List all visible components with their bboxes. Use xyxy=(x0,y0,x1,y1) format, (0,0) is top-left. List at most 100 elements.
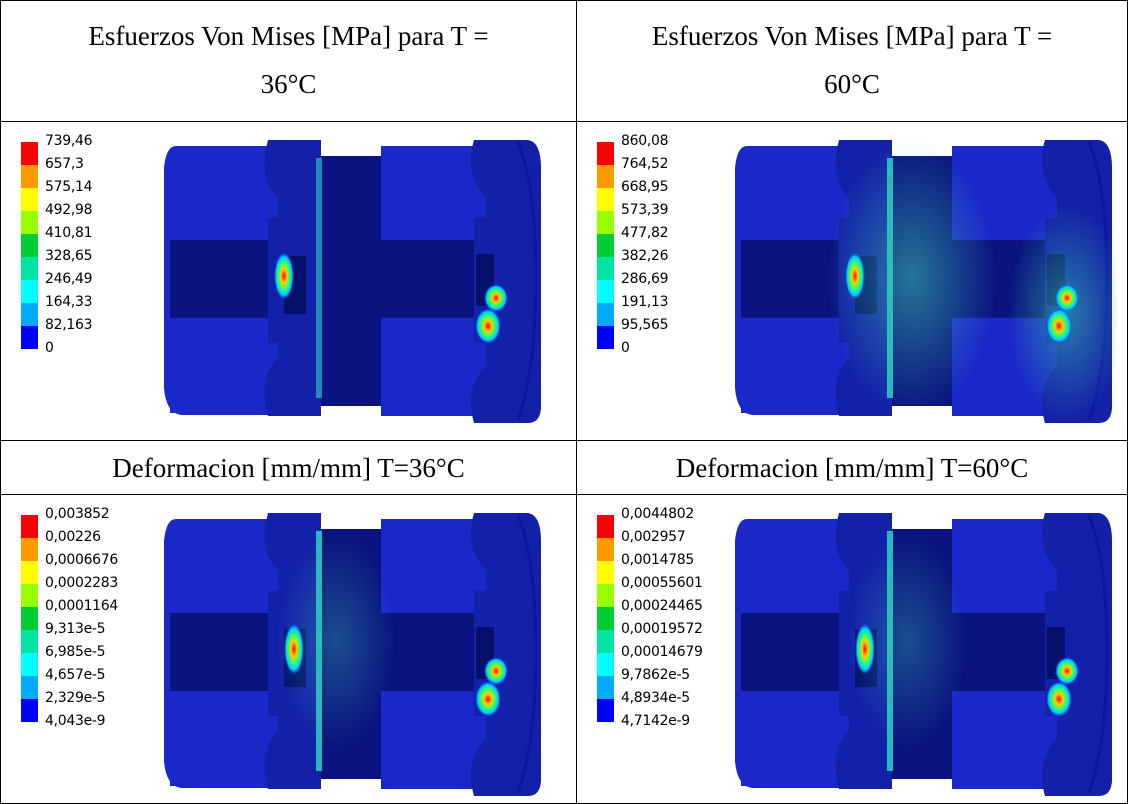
legend-label: 6,985e-5 xyxy=(45,644,106,660)
contour-plot-render xyxy=(735,138,1117,423)
legend-label: 0,00014679 xyxy=(621,644,703,660)
legend-label: 0,00024465 xyxy=(621,598,703,614)
legend-swatch xyxy=(597,142,614,165)
stress-hotspot xyxy=(484,284,508,312)
legend-label: 9,7862e-5 xyxy=(621,667,690,683)
legend-label: 573,39 xyxy=(621,202,669,218)
table-row-divider-1 xyxy=(0,121,1128,122)
panel-strain-36: 0,003852 0,00226 0,0006676 0,0002283 0,00011… xyxy=(1,495,576,803)
legend-label: 0,0002283 xyxy=(45,575,119,591)
stress-hotspot xyxy=(484,657,508,685)
header-stress-36: Esfuerzos Von Mises [MPa] para T = 36°C xyxy=(1,10,576,110)
legend-swatch xyxy=(21,326,38,349)
legend-swatch xyxy=(21,211,38,234)
legend-label: 0,00055601 xyxy=(621,575,703,591)
legend-label: 9,313e-5 xyxy=(45,621,106,637)
legend-swatch xyxy=(597,303,614,326)
legend-label: 164,33 xyxy=(45,294,93,310)
legend-label: 0,0006676 xyxy=(45,552,119,568)
legend-label: 4,8934e-5 xyxy=(621,690,690,706)
legend-label: 0,0044802 xyxy=(621,506,695,522)
legend-swatch xyxy=(597,676,614,699)
table-row-divider-3 xyxy=(0,494,1128,495)
legend-label: 4,657e-5 xyxy=(45,667,106,683)
contour-plot-render xyxy=(735,513,1112,796)
legend-swatch xyxy=(597,280,614,303)
stress-hotspot xyxy=(1046,681,1072,717)
legend-color-bar xyxy=(597,515,614,722)
legend-swatch xyxy=(597,538,614,561)
panel-stress-36: 739,46 657,3 575,14 492,98 410,81 328,65 246,4… xyxy=(1,122,576,440)
legend-swatch xyxy=(21,303,38,326)
legend-swatch xyxy=(21,280,38,303)
stress-hotspot xyxy=(274,252,294,300)
legend-swatch xyxy=(597,653,614,676)
stress-hotspot xyxy=(1046,308,1072,344)
legend-swatch xyxy=(21,630,38,653)
header-strain-36-text: Deformacion [mm/mm] T=36°C xyxy=(112,452,465,483)
stress-hotspot xyxy=(1055,657,1079,685)
legend-label: 328,65 xyxy=(45,248,93,264)
legend-label: 4,7142e-9 xyxy=(621,713,690,729)
header-strain-36: Deformacion [mm/mm] T=36°C xyxy=(1,441,576,494)
legend-swatch xyxy=(597,515,614,538)
legend-label: 410,81 xyxy=(45,225,93,241)
legend-swatch xyxy=(21,257,38,280)
legend-swatch xyxy=(597,326,614,349)
header-stress-36-line2: 36°C xyxy=(260,69,317,99)
legend-swatch xyxy=(21,699,38,722)
legend-label: 2,329e-5 xyxy=(45,690,106,706)
header-stress-36-line1: Esfuerzos Von Mises [MPa] para T = xyxy=(88,21,489,51)
legend-color-bar xyxy=(597,142,614,349)
stress-hotspot xyxy=(845,252,865,300)
legend-label: 4,043e-9 xyxy=(45,713,106,729)
legend-label: 286,69 xyxy=(621,271,669,287)
legend-swatch xyxy=(21,676,38,699)
header-stress-60: Esfuerzos Von Mises [MPa] para T = 60°C xyxy=(577,10,1127,110)
stress-hotspot xyxy=(475,681,501,717)
legend-label: 764,52 xyxy=(621,156,669,172)
legend-swatch xyxy=(21,165,38,188)
legend-swatch xyxy=(21,188,38,211)
stress-hotspot xyxy=(475,308,501,344)
legend-label: 492,98 xyxy=(45,202,93,218)
legend-swatch xyxy=(21,234,38,257)
table-border-top xyxy=(0,0,1128,1)
legend-color-bar xyxy=(21,142,38,349)
legend-swatch xyxy=(597,561,614,584)
header-stress-60-line2: 60°C xyxy=(824,69,880,99)
table-border-left xyxy=(0,0,1,804)
header-strain-60: Deformacion [mm/mm] T=60°C xyxy=(577,441,1127,494)
stress-hotspot xyxy=(855,623,875,675)
legend-swatch xyxy=(597,165,614,188)
legend-label: 0,0001164 xyxy=(45,598,119,614)
legend-label: 575,14 xyxy=(45,179,93,195)
legend-label: 860,08 xyxy=(621,133,669,149)
stress-hotspot xyxy=(284,623,304,675)
contour-plot-render xyxy=(164,140,541,423)
legend-swatch xyxy=(597,607,614,630)
legend-swatch xyxy=(597,188,614,211)
legend-label: 657,3 xyxy=(45,156,84,172)
stress-hotspot xyxy=(1055,284,1079,312)
panel-stress-60: 860,08 764,52 668,95 573,39 477,82 382,26 286,… xyxy=(577,122,1127,440)
legend-label: 191,13 xyxy=(621,294,669,310)
legend-swatch xyxy=(21,142,38,165)
legend-swatch xyxy=(21,561,38,584)
legend-label: 739,46 xyxy=(45,133,93,149)
header-strain-60-text: Deformacion [mm/mm] T=60°C xyxy=(675,452,1029,483)
table-row-divider-2 xyxy=(0,440,1128,441)
legend-swatch xyxy=(21,653,38,676)
legend-swatch xyxy=(597,211,614,234)
legend-label: 82,163 xyxy=(45,317,93,333)
legend-label: 0,0014785 xyxy=(621,552,695,568)
table-divider-center xyxy=(576,0,577,804)
legend-label: 0 xyxy=(621,340,630,356)
legend-label: 95,565 xyxy=(621,317,669,333)
legend-label: 0,003852 xyxy=(45,506,110,522)
legend-swatch xyxy=(21,538,38,561)
legend-color-bar xyxy=(21,515,38,722)
legend-label: 0,002957 xyxy=(621,529,686,545)
legend-swatch xyxy=(21,515,38,538)
legend-label: 668,95 xyxy=(621,179,669,195)
